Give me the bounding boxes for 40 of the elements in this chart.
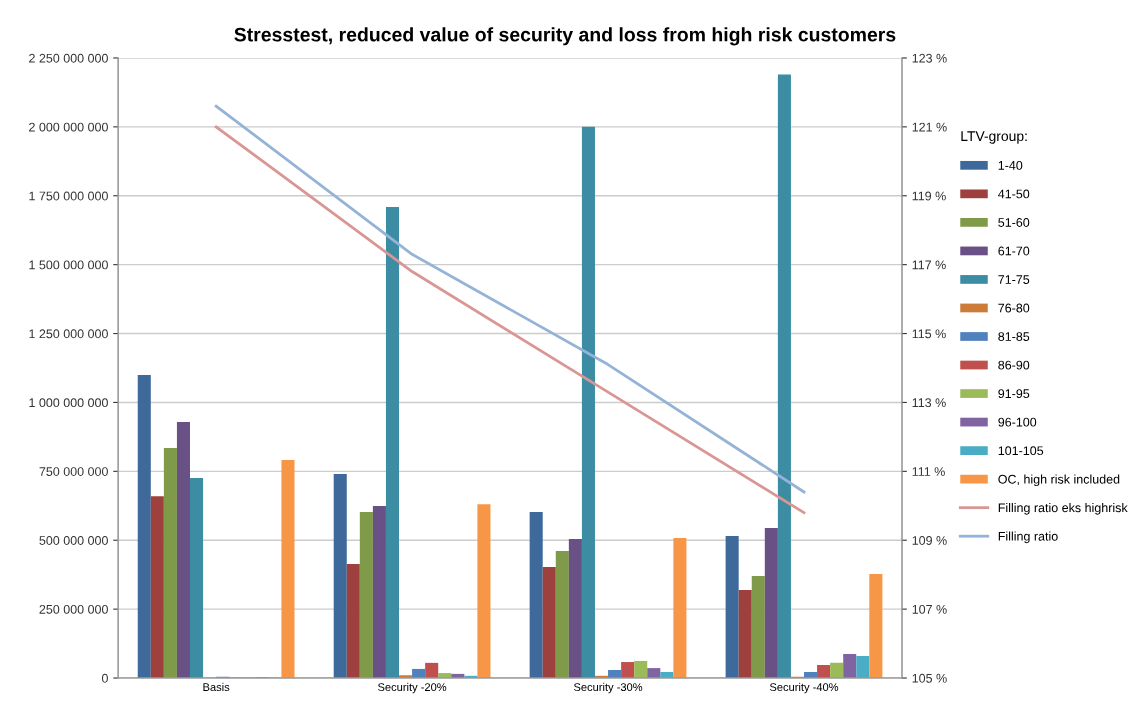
legend-label: Filling ratio eks highrisk — [998, 502, 1128, 515]
y2-tick-label: 107 % — [912, 604, 947, 614]
legend-label: 101-105 — [998, 446, 1044, 456]
chart-title: Stresstest, reduced value of security and loss from high risk customers — [234, 27, 896, 46]
y2-tick-label: 111 % — [912, 467, 945, 476]
legend-title: LTV-group: — [961, 131, 1027, 144]
y2-tick-label: 105 % — [912, 673, 947, 683]
y2-tick-label: 113 % — [912, 398, 946, 408]
y-tick-label: 1 250 000 000 — [29, 329, 108, 339]
y2-tick-label: 117 % — [912, 260, 946, 270]
legend-label: 41-50 — [998, 189, 1030, 199]
y2-tick-label: 115 % — [912, 329, 946, 339]
legend-label: 81-85 — [998, 332, 1030, 341]
y-tick-label: 250 000 000 — [39, 604, 108, 614]
x-tick-label: Security -30% — [573, 682, 643, 694]
y2-tick-label: 121 % — [912, 122, 947, 132]
x-tick-label: Basis — [203, 682, 230, 692]
y-tick-label: 1 500 000 000 — [29, 260, 108, 270]
legend-label: 1-40 — [998, 160, 1023, 170]
y2-tick-label: 109 % — [912, 536, 947, 545]
x-tick-label: Security -40% — [769, 682, 839, 694]
y2-tick-label: 119 % — [912, 191, 946, 201]
legend-label: OC, high risk included — [998, 474, 1120, 487]
legend-label: 76-80 — [998, 303, 1030, 313]
legend-label: 86-90 — [998, 360, 1030, 370]
y-tick-label: 750 000 000 — [39, 467, 108, 476]
y-tick-label: 1 750 000 000 — [29, 191, 108, 201]
legend-label: 91-95 — [998, 389, 1030, 399]
x-tick-label: Security -20% — [378, 682, 447, 694]
y-tick-label: 1 000 000 000 — [29, 398, 108, 408]
y-tick-label: 2 000 000 000 — [29, 122, 108, 132]
legend-label: 71-75 — [998, 275, 1030, 284]
y-tick-label: 500 000 000 — [39, 536, 108, 545]
legend-label: 96-100 — [998, 417, 1037, 427]
y-tick-label: 2 250 000 000 — [29, 53, 108, 63]
y2-tick-label: 123 % — [912, 53, 947, 63]
legend-label: 51-60 — [998, 218, 1030, 227]
legend-label: Filling ratio — [998, 531, 1058, 544]
legend-label: 61-70 — [998, 246, 1030, 256]
y-tick-label: 0 — [101, 673, 108, 683]
